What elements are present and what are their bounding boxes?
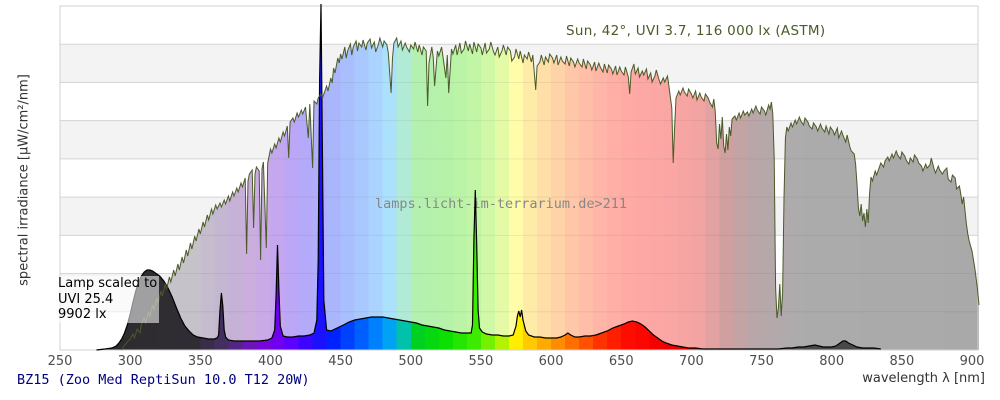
x-tick-label: 500 [398,354,424,369]
x-tick-label: 850 [889,354,915,369]
x-tick-label: 750 [749,354,774,369]
x-tick-label: 900 [959,354,985,369]
lamp-name-label: BZ15 (Zoo Med ReptiSun 10.0 T12 20W) [17,372,310,388]
x-tick-label: 350 [187,354,213,369]
x-tick-label: 800 [819,354,845,369]
x-axis-label: wavelength λ [nm] [862,371,985,386]
x-tick-label: 650 [608,354,634,369]
x-tick-label: 600 [538,354,564,369]
sun-spectrum-line [121,36,980,351]
watermark-text: lamps.licht-im-terrarium.de>211 [375,196,627,212]
lamp-spectrum-fill [96,4,881,350]
y-axis-label: spectral irradiance [µW/cm²/nm] [16,74,32,286]
sun-spectrum-fill [121,38,979,350]
x-tick-label: 700 [678,354,704,369]
lamp-scale-line1: Lamp scaled to [58,276,158,291]
plot-border [59,5,979,351]
chart-title: Sun, 42°, UVI 3.7, 116 000 lx (ASTM) [566,23,826,39]
lamp-spectrum-line [96,3,881,351]
x-tick-label: 250 [47,354,73,369]
x-tick-label: 400 [258,354,283,369]
lamp-scale-annotation: Lamp scaled to UVI 25.4 9902 lx [56,276,160,323]
lamp-scale-line3: 9902 lx [58,307,107,322]
x-tick-label: 300 [117,354,143,369]
lamp-scale-line2: UVI 25.4 [58,291,114,307]
x-tick-label: 550 [468,354,494,369]
x-tick-label: 450 [328,354,354,369]
